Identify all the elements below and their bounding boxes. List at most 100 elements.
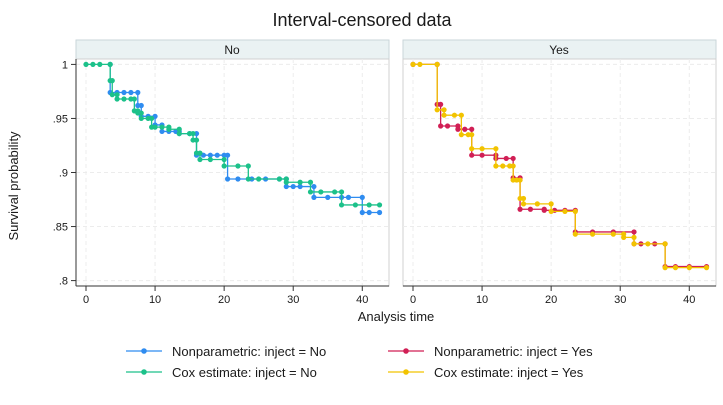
series-point-0-0-32 (283, 183, 289, 190)
series-point-0-0-37 (325, 194, 331, 200)
series-point-0-1-35 (221, 163, 227, 169)
series-point-0-1-20 (152, 124, 158, 130)
series-point-0-1-27 (190, 130, 196, 137)
series-point-1-1-8 (458, 132, 464, 138)
series-point-0-1-16 (138, 115, 144, 122)
series-point-1-1-38 (662, 265, 668, 271)
series-point-0-0-13 (159, 128, 165, 135)
series-point-0-1-2 (97, 61, 103, 67)
series-point-0-1-25 (176, 130, 182, 137)
series-point-1-1-3 (434, 107, 440, 113)
legend-swatch-marker-2 (141, 369, 147, 375)
series-point-1-1-11 (469, 146, 475, 152)
y-tick-label-1: .85 (53, 222, 68, 234)
x-tick-label-0: 0 (410, 294, 416, 306)
series-point-1-1-27 (562, 208, 568, 215)
legend-label-3: Cox estimate: inject = Yes (434, 365, 584, 380)
series-point-0-0-26 (224, 176, 231, 182)
legend-swatch-marker-3 (403, 369, 409, 375)
series-point-1-0-14 (503, 155, 509, 162)
series-point-0-1-9 (121, 96, 127, 102)
series-point-0-0-4 (128, 89, 134, 96)
series-point-1-1-17 (510, 163, 516, 169)
series-point-0-1-44 (307, 179, 314, 185)
x-tick-label-4: 40 (683, 294, 695, 306)
y-tick-label-4: 1 (62, 59, 68, 71)
series-point-1-0-11 (479, 152, 485, 158)
legend-label-1: Nonparametric: inject = Yes (434, 344, 593, 359)
x-tick-label-2: 20 (545, 294, 557, 306)
series-point-1-1-35 (631, 241, 637, 247)
series-point-1-1-12 (479, 146, 485, 152)
series-point-1-0-28 (631, 229, 637, 235)
panel-no-label: No (224, 43, 240, 57)
series-point-0-0-25 (224, 152, 231, 158)
series-point-0-1-23 (166, 126, 172, 132)
series-point-0-1-31 (197, 150, 203, 156)
series-point-0-0-40 (359, 194, 365, 200)
series-point-1-1-28 (572, 208, 578, 215)
y-axis-title: Survival probability (6, 131, 21, 241)
series-point-0-1-42 (283, 179, 289, 185)
series-point-0-1-40 (276, 176, 282, 182)
series-point-0-1-6 (109, 92, 115, 98)
series-point-0-0-43 (376, 209, 383, 216)
series-point-1-1-14 (493, 163, 499, 169)
series-point-1-1-24 (534, 201, 540, 207)
series-point-1-1-30 (589, 231, 596, 237)
series-point-0-0-33 (290, 183, 296, 190)
series-point-1-1-22 (520, 195, 527, 202)
panel-yes: Yes 0 10 20 30 40 (402, 39, 717, 306)
series-point-1-0-5 (444, 123, 451, 129)
series-point-0-1-3 (107, 61, 113, 67)
series-point-0-1-1 (90, 61, 96, 67)
series-point-0-0-39 (345, 194, 352, 200)
series-point-1-0-4 (438, 123, 444, 129)
legend-item-3: Cox estimate: inject = Yes (388, 365, 584, 380)
series-point-0-1-8 (114, 96, 120, 102)
series-point-0-0-7 (138, 102, 144, 109)
series-point-0-1-39 (256, 176, 262, 182)
series-point-0-1-43 (297, 179, 303, 185)
series-point-1-1-40 (686, 265, 692, 271)
series-point-1-0-15 (510, 155, 516, 162)
series-point-1-1-41 (703, 265, 710, 271)
series-point-1-1-33 (621, 234, 627, 240)
x-tick-label-3: 30 (287, 294, 299, 306)
series-point-0-1-51 (366, 202, 372, 208)
legend-swatch-marker-0 (141, 348, 147, 354)
series-point-0-1-33 (207, 156, 213, 163)
panel-yes-label: Yes (549, 43, 569, 57)
panel-no-axes: 0 10 20 30 40 .8 .85 .9 .95 1 (53, 59, 389, 306)
series-point-1-0-7 (455, 126, 461, 132)
legend-label-2: Cox estimate: inject = No (172, 365, 317, 380)
series-point-0-0-27 (235, 176, 241, 182)
series-point-0-1-24 (176, 126, 182, 132)
series-point-1-1-7 (458, 112, 464, 118)
series-point-1-1-13 (493, 146, 499, 152)
series-point-0-0-22 (207, 152, 213, 158)
series-point-1-0-19 (527, 206, 534, 212)
panel-no-grid (76, 59, 389, 286)
series-point-0-0-23 (214, 152, 220, 158)
series-point-1-1-15 (500, 163, 506, 169)
series-point-1-1-36 (645, 241, 651, 247)
y-tick-label-3: .95 (53, 113, 68, 125)
series-point-0-1-52 (376, 202, 383, 208)
series-point-1-1-0 (410, 61, 416, 67)
x-tick-label-1: 10 (476, 294, 488, 306)
panel-no: No 0 10 20 30 40 .8 .85 .9 .95 1 (53, 39, 390, 306)
series-point-1-1-10 (469, 132, 475, 138)
series-point-1-1-2 (434, 61, 440, 67)
series-point-0-1-48 (338, 189, 345, 195)
legend-label-0: Nonparametric: inject = No (172, 344, 326, 359)
x-tick-label-3: 30 (614, 294, 626, 306)
series-point-0-1-36 (235, 163, 241, 169)
series-point-0-0-35 (311, 183, 317, 190)
series-point-0-0-41 (359, 209, 365, 216)
series-point-0-1-49 (338, 202, 345, 208)
x-axis-title: Analysis time (358, 309, 435, 324)
series-point-1-1-6 (451, 112, 458, 118)
series-point-1-1-1 (417, 61, 423, 67)
